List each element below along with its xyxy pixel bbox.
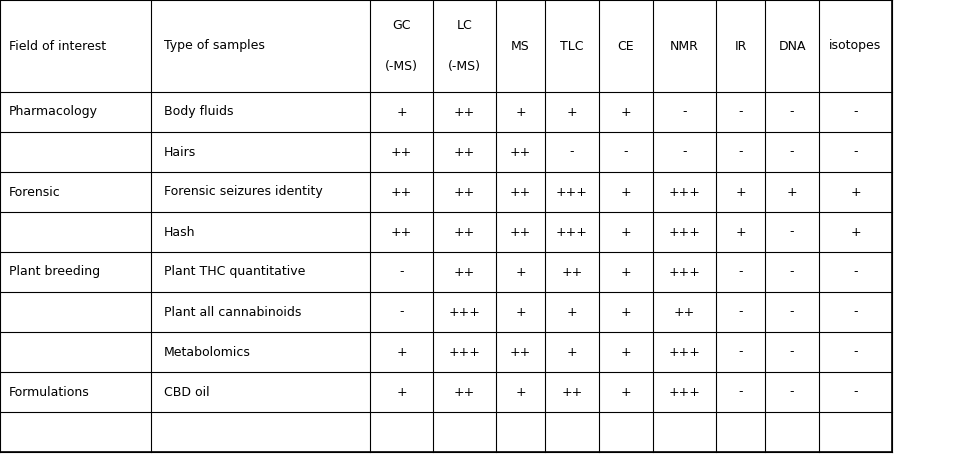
Text: +: + — [620, 106, 631, 118]
Text: Forensic: Forensic — [9, 186, 60, 198]
Text: ++: ++ — [561, 386, 582, 399]
Text: +: + — [620, 386, 631, 399]
Text: -: - — [738, 345, 743, 358]
Text: ++: ++ — [454, 225, 475, 239]
Text: GC: GC — [393, 19, 411, 32]
Text: -: - — [853, 386, 858, 399]
Text: -: - — [738, 386, 743, 399]
Text: ++: ++ — [391, 225, 412, 239]
Text: -: - — [853, 266, 858, 278]
Text: Plant THC quantitative: Plant THC quantitative — [165, 266, 306, 278]
Text: -: - — [623, 145, 628, 159]
Text: ++: ++ — [509, 145, 531, 159]
Text: Formulations: Formulations — [9, 386, 90, 399]
Text: (-MS): (-MS) — [385, 60, 418, 73]
Text: ++: ++ — [391, 186, 412, 198]
Text: +: + — [515, 266, 526, 278]
Text: +++: +++ — [449, 345, 480, 358]
Text: +++: +++ — [449, 305, 480, 319]
Text: -: - — [682, 145, 687, 159]
Text: +: + — [735, 225, 746, 239]
Text: -: - — [853, 305, 858, 319]
Text: +: + — [567, 345, 578, 358]
Text: ++: ++ — [674, 305, 695, 319]
Text: ++: ++ — [391, 145, 412, 159]
Text: Plant breeding: Plant breeding — [9, 266, 100, 278]
Text: (-MS): (-MS) — [448, 60, 481, 73]
Text: +: + — [396, 386, 407, 399]
Text: ++: ++ — [509, 225, 531, 239]
Text: -: - — [399, 305, 404, 319]
Text: -: - — [570, 145, 575, 159]
Text: +++: +++ — [556, 225, 588, 239]
Text: -: - — [682, 106, 687, 118]
Text: Pharmacology: Pharmacology — [9, 106, 98, 118]
Text: LC: LC — [457, 19, 472, 32]
Text: Hairs: Hairs — [165, 145, 197, 159]
Text: ++: ++ — [561, 266, 582, 278]
Text: DNA: DNA — [778, 39, 805, 53]
Text: TLC: TLC — [560, 39, 583, 53]
Text: Forensic seizures identity: Forensic seizures identity — [165, 186, 323, 198]
Text: ++: ++ — [454, 186, 475, 198]
Text: -: - — [853, 145, 858, 159]
Text: Type of samples: Type of samples — [165, 39, 265, 53]
Text: -: - — [738, 266, 743, 278]
Text: ++: ++ — [454, 386, 475, 399]
Text: ++: ++ — [509, 345, 531, 358]
Text: Body fluids: Body fluids — [165, 106, 234, 118]
Text: Hash: Hash — [165, 225, 196, 239]
Text: +++: +++ — [668, 186, 700, 198]
Text: +: + — [850, 225, 861, 239]
Text: +++: +++ — [668, 266, 700, 278]
Text: -: - — [790, 345, 794, 358]
Text: Plant all cannabinoids: Plant all cannabinoids — [165, 305, 302, 319]
Text: +: + — [396, 345, 407, 358]
Text: -: - — [790, 145, 794, 159]
Text: -: - — [738, 305, 743, 319]
Text: -: - — [399, 266, 404, 278]
Text: +: + — [620, 266, 631, 278]
Text: ++: ++ — [454, 145, 475, 159]
Text: Metabolomics: Metabolomics — [165, 345, 251, 358]
Text: +: + — [515, 386, 526, 399]
Text: NMR: NMR — [670, 39, 699, 53]
Text: +: + — [620, 225, 631, 239]
Text: -: - — [853, 106, 858, 118]
Text: -: - — [853, 345, 858, 358]
Text: ++: ++ — [454, 266, 475, 278]
Text: -: - — [738, 106, 743, 118]
Text: CBD oil: CBD oil — [165, 386, 209, 399]
Text: +++: +++ — [556, 186, 588, 198]
Text: +++: +++ — [668, 386, 700, 399]
Text: +: + — [396, 106, 407, 118]
Text: -: - — [790, 266, 794, 278]
Text: +++: +++ — [668, 345, 700, 358]
Text: -: - — [738, 145, 743, 159]
Text: Field of interest: Field of interest — [9, 39, 106, 53]
Text: -: - — [790, 305, 794, 319]
Text: -: - — [790, 106, 794, 118]
Text: CE: CE — [618, 39, 634, 53]
Text: ++: ++ — [454, 106, 475, 118]
Text: ++: ++ — [509, 186, 531, 198]
Text: -: - — [790, 386, 794, 399]
Text: isotopes: isotopes — [830, 39, 881, 53]
Text: +++: +++ — [668, 225, 700, 239]
Text: -: - — [790, 225, 794, 239]
Text: MS: MS — [511, 39, 530, 53]
Text: +: + — [735, 186, 746, 198]
Text: +: + — [567, 305, 578, 319]
Text: +: + — [620, 305, 631, 319]
Text: +: + — [850, 186, 861, 198]
Text: IR: IR — [734, 39, 747, 53]
Text: +: + — [515, 305, 526, 319]
Text: +: + — [567, 106, 578, 118]
Text: +: + — [515, 106, 526, 118]
Text: +: + — [620, 345, 631, 358]
Text: +: + — [620, 186, 631, 198]
Text: +: + — [787, 186, 798, 198]
